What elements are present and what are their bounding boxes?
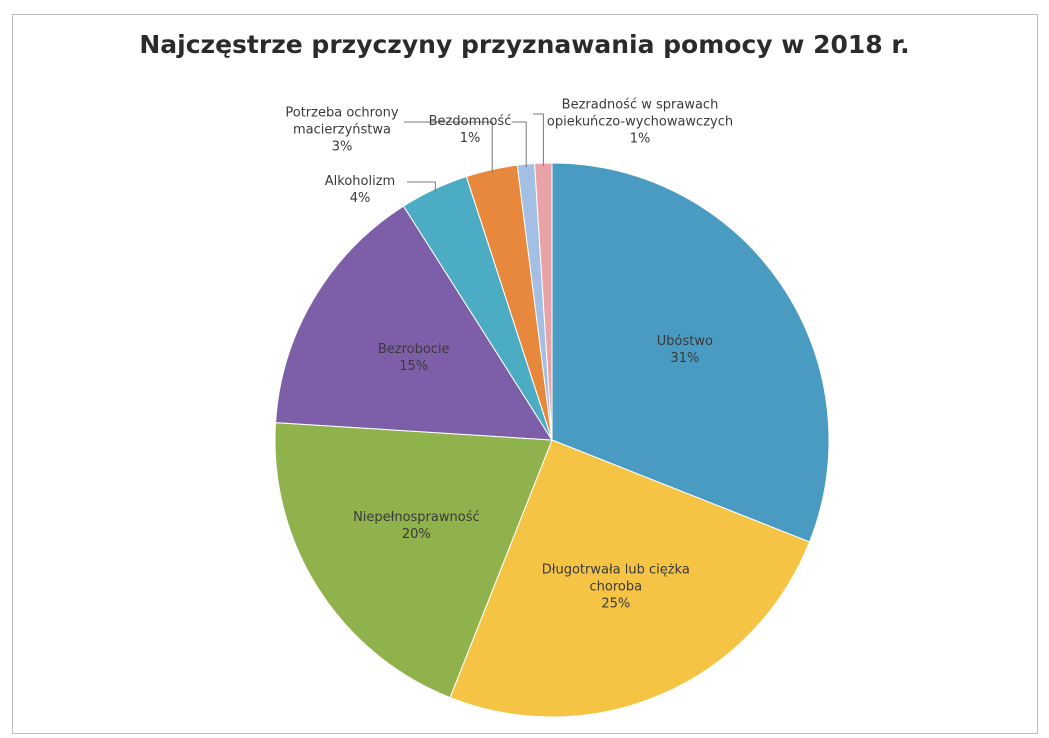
slice-category: Ubóstwo bbox=[656, 333, 713, 349]
slice-label: Niepełnosprawność 20% bbox=[341, 509, 491, 543]
slice-value: 20% bbox=[401, 527, 431, 543]
slice-category: Długotrwała lub ciężka choroba bbox=[541, 562, 690, 595]
slice-value: 1% bbox=[459, 131, 481, 146]
slice-label: Bezradność w sprawach opiekuńczo-wychowa… bbox=[525, 97, 755, 148]
slice-category: Bezradność w sprawach opiekuńczo-wychowa… bbox=[546, 97, 734, 130]
leader-line bbox=[533, 113, 544, 167]
slice-category: Bezrobocie bbox=[377, 342, 450, 358]
slice-label: Bezrobocie 15% bbox=[339, 341, 489, 375]
pie-slice bbox=[551, 162, 830, 543]
slice-value: 25% bbox=[601, 596, 631, 612]
chart-frame bbox=[12, 14, 1038, 734]
slice-label: Alkoholizm 4% bbox=[305, 173, 415, 207]
slice-category: Bezdomność bbox=[428, 114, 512, 129]
slice-label: Potrzeba ochrony macierzyństwa 3% bbox=[272, 105, 412, 156]
pie-slice bbox=[275, 205, 553, 441]
slice-value: 31% bbox=[670, 350, 700, 366]
slice-value: 3% bbox=[331, 139, 353, 155]
pie-slice bbox=[274, 422, 553, 699]
leader-line bbox=[512, 121, 527, 168]
leader-line bbox=[404, 121, 493, 173]
slice-value: 15% bbox=[399, 359, 429, 375]
slice-label: Długotrwała lub ciężka choroba 25% bbox=[541, 562, 691, 613]
slice-category: Alkoholizm bbox=[324, 174, 396, 189]
slice-category: Potrzeba ochrony macierzyństwa bbox=[285, 105, 399, 138]
slice-value: 1% bbox=[629, 131, 651, 147]
slice-value: 4% bbox=[349, 191, 371, 206]
chart-title: Najczęstrze przyczyny przyznawania pomoc… bbox=[139, 30, 910, 59]
slice-category: Niepełnosprawność bbox=[353, 510, 480, 526]
slice-label: Ubóstwo 31% bbox=[610, 333, 760, 367]
pie-slice bbox=[449, 439, 811, 718]
slice-label: Bezdomność 1% bbox=[420, 113, 520, 147]
leader-line bbox=[407, 181, 436, 193]
